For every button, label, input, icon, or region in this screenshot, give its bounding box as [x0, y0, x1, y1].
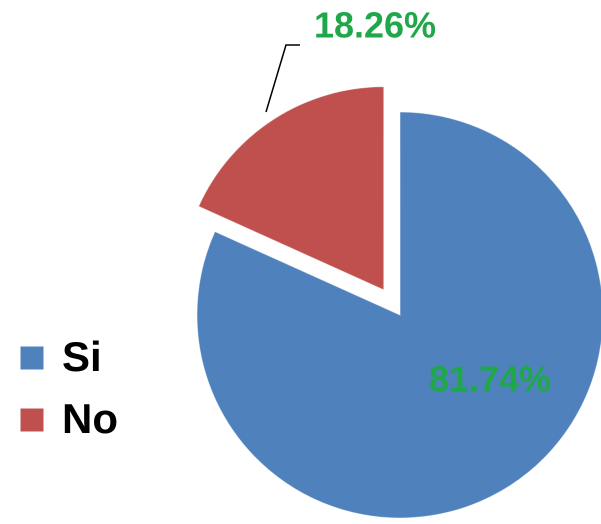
legend-swatch — [19, 345, 45, 371]
legend-swatch — [19, 407, 45, 433]
legend-label: Si — [62, 333, 102, 380]
slice-shade — [197, 112, 601, 518]
slice-shade — [198, 86, 384, 290]
data-label: 81.74% — [429, 359, 551, 400]
leader-line — [265, 44, 300, 113]
legend-label: No — [62, 395, 118, 442]
data-label: 18.26% — [314, 5, 436, 46]
